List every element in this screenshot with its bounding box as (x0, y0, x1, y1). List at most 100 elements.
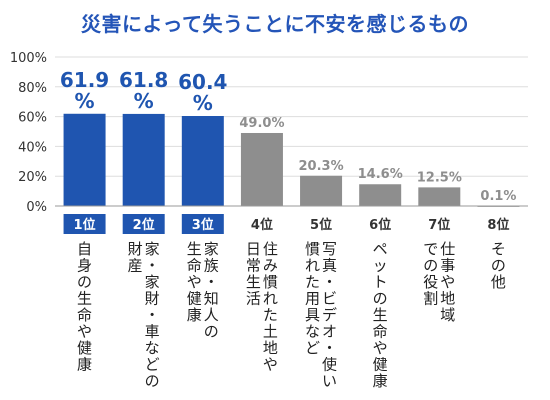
category-label-char: 仕 (440, 240, 455, 258)
category-label-char: 生 (187, 240, 202, 258)
category-label-char: 財 (128, 240, 143, 258)
category-label-char: 命 (373, 323, 388, 341)
category-label-char: の (77, 273, 92, 291)
category-label-char: 家 (204, 240, 219, 258)
category-label-char: ・ (322, 273, 337, 291)
rank-label: 3位 (192, 217, 214, 233)
category-label-char: や (187, 273, 202, 291)
rank-label: 5位 (310, 217, 332, 233)
category-label-char: 地 (440, 290, 455, 308)
y-tick-label: 0% (26, 200, 47, 215)
rank-label: 1位 (74, 217, 96, 233)
category-label-char: な (145, 339, 160, 357)
bar (418, 187, 461, 206)
category-label-char: 慣 (263, 273, 278, 291)
bar (181, 116, 224, 206)
category-label-char: れ (263, 290, 278, 308)
category-label-char: 身 (77, 257, 92, 275)
category-label-char: 自 (77, 240, 92, 258)
category-label-char: 慣 (305, 240, 320, 258)
rank-badge (122, 214, 165, 234)
category-label-char: ・ (322, 339, 337, 357)
category-label-char: や (77, 323, 92, 341)
y-tick-label: 40% (18, 140, 47, 155)
category-label-char: 産 (128, 257, 143, 275)
bar (63, 113, 106, 206)
chart-title: 災害によって失うことに不安を感じるもの (81, 12, 469, 36)
category-label-char: い (322, 372, 337, 390)
y-tick-label: 20% (18, 170, 47, 185)
category-label-char: 康 (187, 306, 202, 324)
category-label-char: ど (145, 356, 160, 374)
value-label: 49.0% (239, 116, 284, 131)
rank-badge (181, 214, 224, 234)
category-label-char: や (440, 273, 455, 291)
category-label-char: の (145, 372, 160, 390)
bar (240, 132, 283, 206)
rank-badge (63, 214, 106, 234)
rank-label: 4位 (251, 217, 273, 233)
category-label-char: ・ (204, 273, 219, 291)
category-label-char: 割 (423, 290, 438, 308)
category-label-char: で (423, 240, 438, 258)
category-label-char: ッ (373, 257, 388, 275)
category-label-char: ト (373, 273, 388, 291)
category-label-char: ビ (322, 290, 337, 308)
category-label-char: 生 (246, 273, 261, 291)
value-label: 20.3% (299, 159, 344, 174)
category-label-char: 家 (145, 273, 160, 291)
category-label-char: 族 (204, 257, 219, 275)
category-label-char: や (373, 339, 388, 357)
category-label-char: 常 (246, 257, 261, 275)
category-label-char: 健 (77, 339, 92, 357)
value-label: 60.4% (178, 70, 227, 115)
category-label-char: 知 (204, 290, 219, 308)
category-label-char: 域 (440, 306, 455, 324)
category-label-char: 日 (246, 240, 261, 258)
bar (122, 113, 165, 206)
category-label-char: 活 (246, 290, 261, 308)
category-label-char: 財 (145, 290, 160, 308)
rank-label: 2位 (133, 217, 155, 233)
rank-label: 8位 (487, 217, 509, 233)
category-label-char: み (263, 257, 278, 275)
category-label-char: 地 (263, 339, 278, 357)
category-label-char: 用 (305, 290, 320, 308)
category-label-char: の (491, 257, 506, 275)
value-label: 14.6% (358, 167, 403, 182)
category-label-char: 使 (322, 356, 337, 374)
category-label-char: た (263, 306, 278, 324)
category-label-char: た (305, 273, 320, 291)
rank-label: 6位 (369, 217, 391, 233)
category-label-char: 事 (440, 257, 455, 275)
category-label-char: 家 (145, 240, 160, 258)
category-label-char: 生 (373, 306, 388, 324)
y-tick-label: 100% (10, 51, 47, 66)
category-label-char: の (204, 323, 219, 341)
category-label-char: 他 (491, 273, 506, 291)
category-label-char: ペ (373, 240, 388, 258)
category-label-char: れ (305, 257, 320, 275)
value-label: 61.8% (119, 68, 168, 113)
category-label-char: 人 (204, 306, 219, 324)
category-label-char: デ (322, 306, 337, 324)
category-label-char: 健 (373, 356, 388, 374)
category-label-char: 命 (77, 306, 92, 324)
category-label-char: 生 (77, 290, 92, 308)
category-label-char: そ (491, 240, 506, 258)
category-label-char: の (423, 257, 438, 275)
category-label-char: 住 (263, 240, 278, 258)
category-label-char: な (305, 323, 320, 341)
category-label-char: 車 (145, 323, 160, 341)
y-tick-label: 80% (18, 81, 47, 96)
category-label-char: 写 (322, 240, 337, 258)
value-label: 0.1% (480, 189, 516, 204)
category-label-char: 真 (322, 257, 337, 275)
category-label-char: 康 (77, 356, 92, 374)
bar (300, 175, 343, 206)
category-label-char: や (263, 356, 278, 374)
category-label-char: 土 (263, 323, 278, 341)
category-label-char: 命 (187, 257, 202, 275)
y-tick-label: 60% (18, 111, 47, 126)
